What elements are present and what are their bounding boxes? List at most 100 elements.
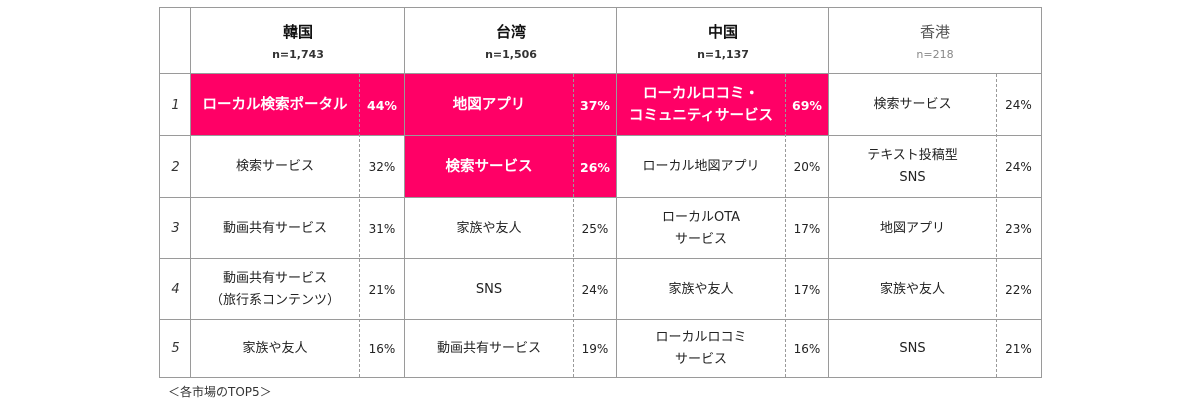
service-name-cell: 地図アプリ — [405, 74, 573, 136]
rank-cell: 1 — [160, 74, 191, 136]
ranking-entry: ローカルロコミ サービス 16% — [617, 320, 829, 377]
percentage-value: 32% — [368, 160, 396, 174]
rank-cell: 5 — [160, 320, 191, 377]
percentage-value: 69% — [792, 97, 822, 113]
rank-cell: 3 — [160, 198, 191, 259]
service-name: 検索サービス — [235, 159, 314, 174]
percentage-cell: 21% — [359, 259, 405, 320]
ranking-entry: 地図アプリ 37% — [405, 74, 617, 136]
percentage-cell: 32% — [359, 136, 405, 198]
service-name-cell: 地図アプリ — [829, 198, 996, 259]
ranking-entry: 動画共有サービス （旅行系コンテンツ） 21% — [191, 259, 405, 320]
percentage-cell: 17% — [785, 259, 829, 320]
service-name-cell: ローカル検索ポータル — [191, 74, 359, 136]
service-name-cell: SNS — [405, 259, 573, 320]
service-name-cell: ローカルロコミ サービス — [617, 320, 785, 377]
market-sample-size: n=1,137 — [697, 48, 749, 61]
percentage-cell: 31% — [359, 198, 405, 259]
percentage-cell: 16% — [785, 320, 829, 377]
rank-cell: 4 — [160, 259, 191, 320]
service-name-cell: 検索サービス — [405, 136, 573, 198]
market-sample-size: n=1,743 — [272, 48, 324, 61]
service-name: 家族や友人 — [879, 281, 945, 297]
ranking-entry: 動画共有サービス 31% — [191, 198, 405, 259]
service-name-cell: ローカルOTA サービス — [617, 198, 785, 259]
market-sample-size: n=1,506 — [485, 48, 537, 61]
percentage-value: 31% — [368, 221, 396, 236]
ranking-entry: ローカルOTA サービス 17% — [617, 198, 829, 259]
row-divider — [160, 319, 1041, 320]
service-name-cell: 動画共有サービス （旅行系コンテンツ） — [191, 259, 359, 320]
ranking-entry: 動画共有サービス 19% — [405, 320, 617, 377]
percentage-cell: 24% — [996, 136, 1041, 198]
column-divider — [616, 8, 617, 377]
ranking-entry: 地図アプリ 23% — [829, 198, 1041, 259]
service-name: 検索サービス — [873, 97, 952, 112]
percentage-value: 20% — [793, 160, 821, 174]
ranking-entry: 家族や友人 22% — [829, 259, 1041, 320]
row-divider — [160, 258, 1041, 259]
service-name: SNS — [475, 281, 503, 297]
service-name: テキスト投稿型 SNS — [867, 148, 958, 185]
service-name-cell: 検索サービス — [191, 136, 359, 198]
percentage-cell: 69% — [785, 74, 829, 136]
percentage-cell: 22% — [996, 259, 1041, 320]
rank-number: 1 — [171, 97, 180, 113]
rank-number: 5 — [171, 341, 180, 356]
ranking-entry: テキスト投稿型 SNS 24% — [829, 136, 1041, 198]
service-name: 動画共有サービス （旅行系コンテンツ） — [209, 270, 340, 308]
row-divider — [160, 135, 1041, 136]
row-divider — [160, 197, 1041, 198]
ranking-entry: SNS 24% — [405, 259, 617, 320]
percentage-cell: 24% — [573, 259, 617, 320]
percentage-value: 24% — [1005, 98, 1032, 112]
value-divider — [359, 74, 360, 377]
service-name: 地図アプリ — [879, 220, 945, 236]
ranking-entry: 家族や友人 16% — [191, 320, 405, 377]
percentage-value: 23% — [1005, 221, 1032, 236]
row-divider — [160, 73, 1041, 74]
rank-number: 4 — [171, 282, 180, 297]
market-header: 香港 n=218 — [829, 8, 1041, 74]
service-name: SNS — [899, 340, 926, 356]
percentage-value: 16% — [793, 341, 821, 356]
market-header: 中国 n=1,137 — [617, 8, 829, 74]
service-name-cell: 家族や友人 — [191, 320, 359, 377]
service-name-cell: 動画共有サービス — [405, 320, 573, 377]
percentage-cell: 16% — [359, 320, 405, 377]
percentage-cell: 19% — [573, 320, 617, 377]
value-divider — [785, 74, 786, 377]
top5-table: 韓国 n=1,743 台湾 n=1,506 中国 n=1,137 香港 n=218 1 2 3 4 5 ロ… — [159, 7, 1042, 378]
percentage-value: 17% — [793, 282, 821, 297]
market-name: 中国 — [707, 23, 738, 41]
ranking-entry: 家族や友人 17% — [617, 259, 829, 320]
percentage-cell: 37% — [573, 74, 617, 136]
service-name-cell: 検索サービス — [829, 74, 996, 136]
percentage-value: 24% — [1005, 160, 1032, 174]
service-name: ローカル地図アプリ — [642, 159, 760, 174]
service-name-cell: ローカルロコミ・ コミュニティサービス — [617, 74, 785, 136]
service-name-cell: SNS — [829, 320, 996, 377]
service-name-cell: テキスト投稿型 SNS — [829, 136, 996, 198]
percentage-value: 25% — [581, 221, 609, 236]
service-name: 動画共有サービス — [436, 340, 541, 356]
service-name: ローカルロコミ・ コミュニティサービス — [628, 86, 774, 124]
service-name: ローカル検索ポータル — [202, 97, 348, 113]
ranking-entry: ローカル検索ポータル 44% — [191, 74, 405, 136]
rank-number: 2 — [171, 159, 180, 175]
percentage-cell: 24% — [996, 74, 1041, 136]
percentage-value: 16% — [368, 341, 396, 356]
service-name-cell: ローカル地図アプリ — [617, 136, 785, 198]
percentage-cell: 17% — [785, 198, 829, 259]
column-divider — [190, 8, 191, 377]
service-name-cell: 家族や友人 — [405, 198, 573, 259]
ranking-entry: 検索サービス 32% — [191, 136, 405, 198]
service-name-cell: 家族や友人 — [829, 259, 996, 320]
service-name-cell: 動画共有サービス — [191, 198, 359, 259]
market-name: 台湾 — [495, 23, 526, 41]
percentage-cell: 20% — [785, 136, 829, 198]
percentage-value: 21% — [1005, 341, 1032, 356]
service-name: ローカルOTA サービス — [661, 209, 741, 247]
percentage-cell: 21% — [996, 320, 1041, 377]
service-name: 動画共有サービス — [222, 220, 327, 236]
